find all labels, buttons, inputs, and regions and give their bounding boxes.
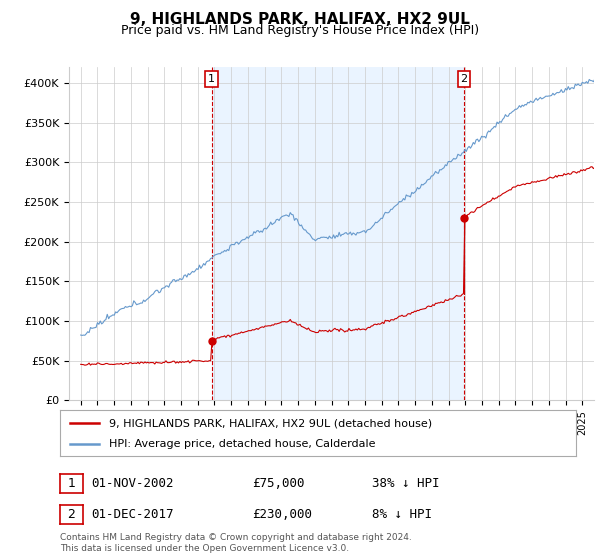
Text: 9, HIGHLANDS PARK, HALIFAX, HX2 9UL: 9, HIGHLANDS PARK, HALIFAX, HX2 9UL — [130, 12, 470, 27]
Text: 38% ↓ HPI: 38% ↓ HPI — [372, 477, 439, 490]
Text: 1: 1 — [67, 477, 76, 491]
Text: 8% ↓ HPI: 8% ↓ HPI — [372, 507, 432, 521]
Text: 1: 1 — [208, 74, 215, 84]
Text: £230,000: £230,000 — [252, 507, 312, 521]
Text: Price paid vs. HM Land Registry's House Price Index (HPI): Price paid vs. HM Land Registry's House … — [121, 24, 479, 37]
Bar — [212, 67, 464, 400]
Text: HPI: Average price, detached house, Calderdale: HPI: Average price, detached house, Cald… — [109, 440, 376, 450]
Text: 2: 2 — [460, 74, 467, 84]
Text: 9, HIGHLANDS PARK, HALIFAX, HX2 9UL (detached house): 9, HIGHLANDS PARK, HALIFAX, HX2 9UL (det… — [109, 418, 432, 428]
Text: Contains HM Land Registry data © Crown copyright and database right 2024.
This d: Contains HM Land Registry data © Crown c… — [60, 533, 412, 553]
Text: 2: 2 — [67, 508, 76, 521]
Text: 01-DEC-2017: 01-DEC-2017 — [91, 507, 174, 521]
Text: £75,000: £75,000 — [252, 477, 305, 490]
Text: 01-NOV-2002: 01-NOV-2002 — [91, 477, 174, 490]
